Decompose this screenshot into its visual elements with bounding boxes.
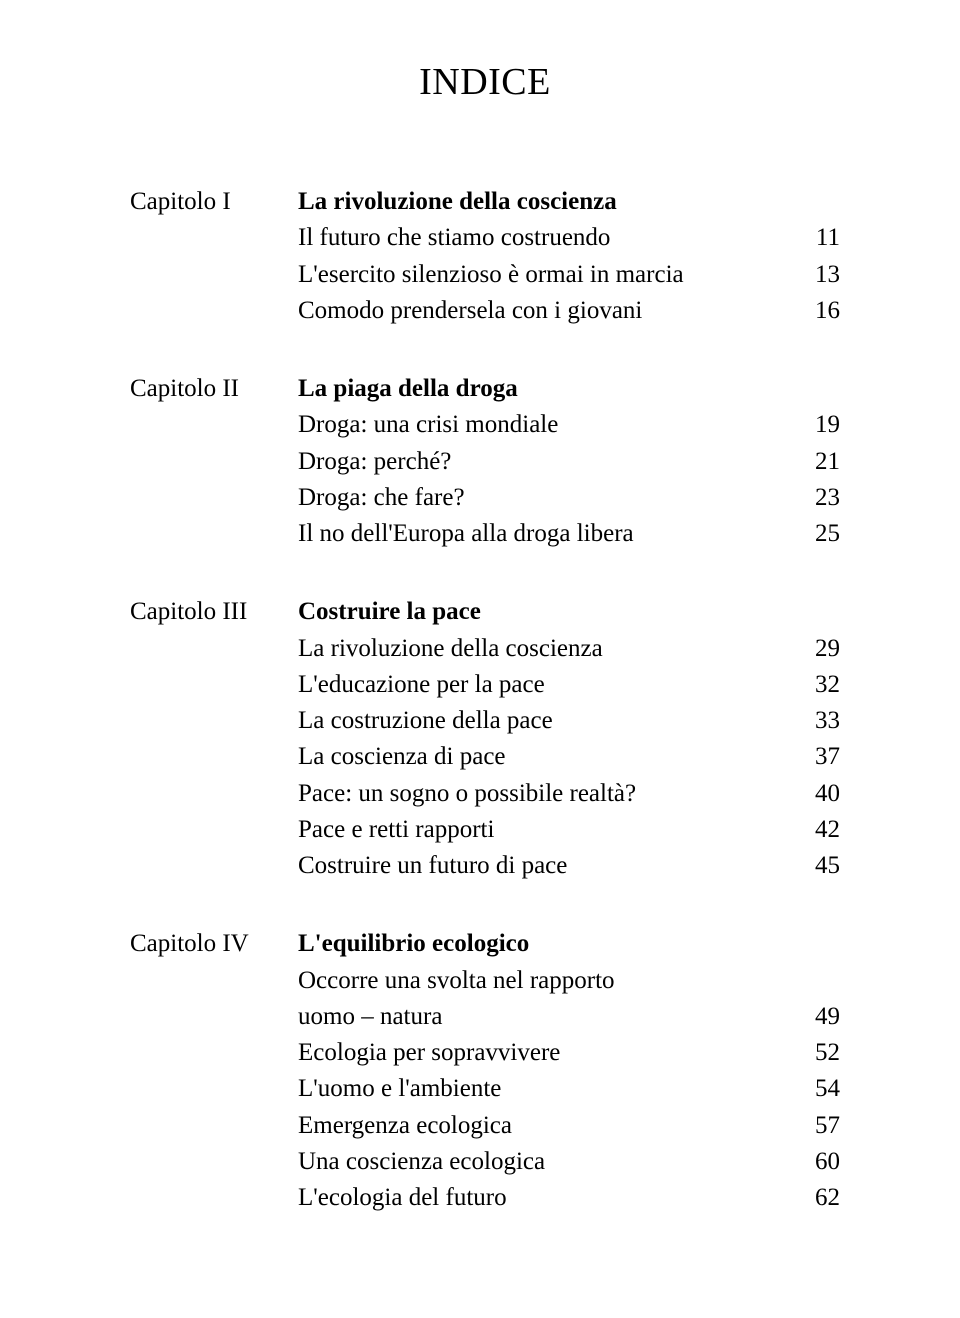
toc-entry-row: L'ecologia del futuro62 [130,1180,840,1216]
toc-entry-page: 54 [800,1071,840,1107]
chapter-heading-row: Capitolo IILa piaga della droga [130,371,840,407]
toc-entry-text: Occorre una svolta nel rapporto [298,963,840,999]
toc-entry-row: Droga: una crisi mondiale19 [130,407,840,443]
toc-entry-row: Occorre una svolta nel rapporto [130,963,840,999]
page-title: INDICE [130,60,840,104]
toc-entry-page: 52 [800,1035,840,1071]
toc-entry-page: 33 [800,703,840,739]
chapter-label: Capitolo I [130,184,298,220]
toc-entry-row: L'educazione per la pace32 [130,667,840,703]
toc-entry-page: 19 [800,407,840,443]
chapter-heading-row: Capitolo ILa rivoluzione della coscienza [130,184,840,220]
toc-entry-row: L'uomo e l'ambiente54 [130,1071,840,1107]
toc-entry-row: L'esercito silenzioso è ormai in marcia1… [130,257,840,293]
toc-entry-row: La costruzione della pace33 [130,703,840,739]
chapter-title: Costruire la pace [298,594,840,630]
toc-entry-row: Il no dell'Europa alla droga libera25 [130,516,840,552]
toc-entry-text: uomo – natura [298,999,800,1035]
toc-entry-page: 21 [800,444,840,480]
toc-entry-page: 11 [800,220,840,256]
toc-entry-text: L'uomo e l'ambiente [298,1071,800,1107]
toc-entry-text: L'ecologia del futuro [298,1180,800,1216]
toc-entry-text: La rivoluzione della coscienza [298,631,800,667]
toc-entry-row: Pace e retti rapporti42 [130,812,840,848]
toc-entry-page: 60 [800,1144,840,1180]
chapter-label: Capitolo IV [130,926,298,962]
toc-entry-text: La costruzione della pace [298,703,800,739]
toc-entry-text: Una coscienza ecologica [298,1144,800,1180]
toc-entry-page: 13 [800,257,840,293]
toc-entry-page: 16 [800,293,840,329]
toc-page: INDICE Capitolo ILa rivoluzione della co… [0,0,960,1318]
toc-entry-text: Droga: una crisi mondiale [298,407,800,443]
toc-entry-text: Droga: che fare? [298,480,800,516]
toc-entry-page: 23 [800,480,840,516]
toc-entry-text: Ecologia per sopravvivere [298,1035,800,1071]
toc-entry-row: Droga: che fare?23 [130,480,840,516]
toc-entry-row: Ecologia per sopravvivere52 [130,1035,840,1071]
chapter-label: Capitolo II [130,371,298,407]
toc-entry-page: 37 [800,739,840,775]
toc-entry-page: 62 [800,1180,840,1216]
chapter-title: La piaga della droga [298,371,840,407]
toc-entry-row: Comodo prendersela con i giovani16 [130,293,840,329]
toc-entry-text: Pace e retti rapporti [298,812,800,848]
chapter-block: Capitolo ILa rivoluzione della coscienza… [130,184,840,329]
chapter-title: La rivoluzione della coscienza [298,184,840,220]
toc-entry-row: Il futuro che stiamo costruendo11 [130,220,840,256]
toc-entry-text: Pace: un sogno o possibile realtà? [298,776,800,812]
toc-entry-row: La coscienza di pace37 [130,739,840,775]
chapters-container: Capitolo ILa rivoluzione della coscienza… [130,184,840,1216]
chapter-heading-row: Capitolo IIICostruire la pace [130,594,840,630]
toc-entry-text: Costruire un futuro di pace [298,848,800,884]
toc-entry-page: 32 [800,667,840,703]
toc-entry-text: Emergenza ecologica [298,1108,800,1144]
toc-entry-page: 57 [800,1108,840,1144]
toc-entry-text: Il no dell'Europa alla droga libera [298,516,800,552]
toc-entry-row: Pace: un sogno o possibile realtà?40 [130,776,840,812]
toc-entry-text: Droga: perché? [298,444,800,480]
chapter-label: Capitolo III [130,594,298,630]
chapter-heading-row: Capitolo IVL'equilibrio ecologico [130,926,840,962]
toc-entry-page: 40 [800,776,840,812]
chapter-block: Capitolo IVL'equilibrio ecologicoOccorre… [130,926,840,1216]
toc-entry-text: L'esercito silenzioso è ormai in marcia [298,257,800,293]
toc-entry-page: 25 [800,516,840,552]
chapter-block: Capitolo IIICostruire la paceLa rivoluzi… [130,594,840,884]
toc-entry-page: 29 [800,631,840,667]
toc-entry-page: 42 [800,812,840,848]
toc-entry-text: La coscienza di pace [298,739,800,775]
toc-entry-row: Droga: perché?21 [130,444,840,480]
toc-entry-text: Comodo prendersela con i giovani [298,293,800,329]
chapter-block: Capitolo IILa piaga della drogaDroga: un… [130,371,840,552]
toc-entry-row: Emergenza ecologica57 [130,1108,840,1144]
toc-entry-page: 45 [800,848,840,884]
chapter-title: L'equilibrio ecologico [298,926,840,962]
toc-entry-row: La rivoluzione della coscienza29 [130,631,840,667]
toc-entry-row: Costruire un futuro di pace45 [130,848,840,884]
toc-entry-page: 49 [800,999,840,1035]
toc-entry-text: Il futuro che stiamo costruendo [298,220,800,256]
toc-entry-row: uomo – natura49 [130,999,840,1035]
toc-entry-text: L'educazione per la pace [298,667,800,703]
toc-entry-row: Una coscienza ecologica60 [130,1144,840,1180]
